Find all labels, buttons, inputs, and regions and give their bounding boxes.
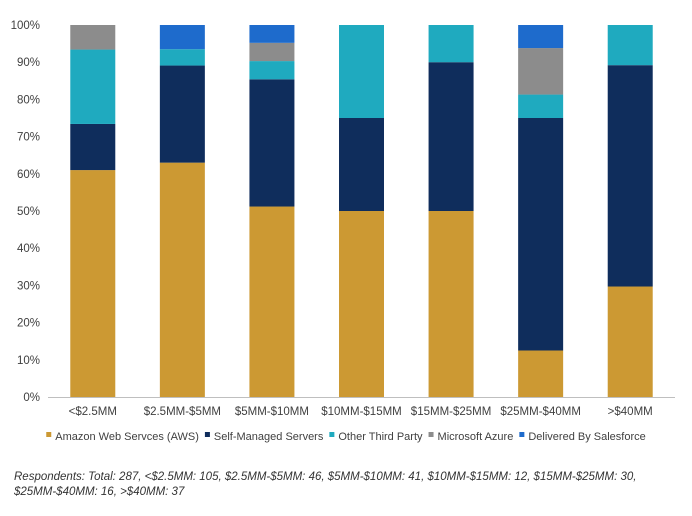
bar-segment — [428, 211, 474, 397]
legend-label: Other Third Party — [338, 431, 423, 443]
y-tick-label: 30% — [17, 280, 40, 292]
legend-label: Amazon Web Servces (AWS) — [55, 431, 199, 443]
y-tick-label: 40% — [17, 243, 40, 255]
bar-segment — [518, 48, 564, 95]
y-tick-label: 70% — [17, 132, 40, 144]
x-tick-label: $2.5MM-$5MM — [144, 406, 221, 418]
y-tick-label: 60% — [17, 169, 40, 181]
bar-segment — [249, 79, 295, 207]
y-tick-label: 10% — [17, 355, 40, 367]
bar-segment — [518, 94, 564, 118]
y-tick-label: 80% — [17, 94, 40, 106]
y-tick-label: 90% — [17, 57, 40, 69]
bar-segment — [339, 25, 384, 118]
legend-swatch — [329, 432, 335, 437]
y-axis: 0% 10% 20% 30% 40% 50% 60% 70% 80% 90% 100% — [11, 20, 40, 404]
x-tick-label: $10MM-$15MM — [321, 406, 402, 418]
bar-segment — [518, 118, 564, 351]
bar-segment — [159, 25, 205, 50]
legend-label: Self-Managed Servers — [214, 431, 324, 443]
legend-swatch — [519, 432, 525, 437]
x-tick-label: $15MM-$25MM — [411, 406, 492, 418]
legend-swatch — [204, 432, 210, 437]
x-tick-label: >$40MM — [608, 406, 653, 418]
respondents-footnote: Respondents: Total: 287, <$2.5MM: 105, $… — [14, 471, 637, 498]
bar-segment — [249, 25, 295, 43]
bar-segment — [607, 286, 653, 397]
legend-label: Microsoft Azure — [438, 431, 514, 443]
bar-segment — [70, 25, 116, 50]
bar-segment — [159, 162, 205, 397]
x-tick-label: $5MM-$10MM — [235, 406, 309, 418]
bar-segment — [518, 350, 564, 397]
bar-segment — [70, 123, 116, 171]
x-tick-label: <$2.5MM — [69, 406, 117, 418]
bar-segment — [518, 25, 564, 49]
legend-swatch — [46, 432, 52, 437]
x-axis: <$2.5MM $2.5MM-$5MM $5MM-$10MM $10MM-$15MM $… — [48, 397, 675, 418]
legend: Amazon Web Servces (AWS) Self-Managed Ser… — [46, 431, 646, 443]
bar-segment — [428, 25, 474, 63]
y-tick-label: 100% — [11, 20, 40, 32]
x-tick-label: $25MM-$40MM — [500, 406, 581, 418]
bar-segment — [339, 211, 384, 397]
bar-segment — [428, 62, 474, 212]
legend-label: Delivered By Salesforce — [528, 431, 645, 443]
bars — [70, 25, 653, 397]
y-tick-label: 20% — [17, 318, 40, 330]
bar-segment — [607, 25, 653, 66]
legend-swatch — [428, 432, 434, 437]
bar-segment — [607, 65, 653, 287]
stacked-bar-chart: 0% 10% 20% 30% 40% 50% 60% 70% 80% 90% 100% <$2.5M… — [11, 20, 675, 443]
bar-segment — [339, 118, 384, 211]
bar-segment — [70, 170, 116, 397]
bar-segment — [70, 49, 116, 124]
bar-segment — [249, 206, 295, 397]
bar-segment — [249, 61, 295, 80]
y-tick-label: 0% — [23, 392, 40, 404]
y-tick-label: 50% — [17, 206, 40, 218]
bar-segment — [249, 42, 295, 62]
bar-segment — [159, 65, 205, 163]
bar-segment — [159, 49, 205, 66]
